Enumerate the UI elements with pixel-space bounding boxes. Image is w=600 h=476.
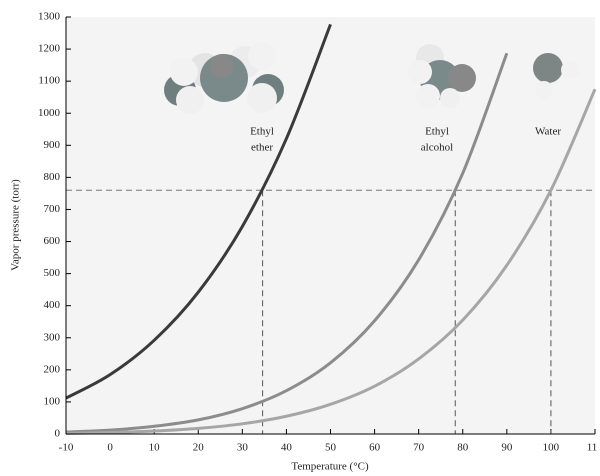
- y-tick-label: 400: [44, 299, 61, 311]
- x-tick-label: 60: [369, 442, 381, 454]
- y-tick-label: 1300: [38, 11, 61, 23]
- y-tick-label: 800: [44, 171, 61, 183]
- y-tick-label: 1200: [38, 43, 61, 55]
- curve-label: Ethyl: [425, 126, 449, 138]
- curve-label: ether: [251, 142, 273, 154]
- y-tick-label: 300: [44, 331, 61, 343]
- x-tick-label: 70: [413, 442, 425, 454]
- y-tick-label: 600: [44, 235, 61, 247]
- y-tick-label: 1100: [38, 75, 60, 87]
- y-tick-label: 900: [44, 139, 61, 151]
- y-tick-label: 200: [44, 363, 61, 375]
- x-tick-label: 40: [281, 442, 293, 454]
- x-axis-title: Temperature (°C): [291, 461, 369, 473]
- y-axis-title: Vapor pressure (torr): [10, 179, 22, 271]
- x-tick-label: 20: [193, 442, 205, 454]
- x-tick-label: 11: [587, 442, 598, 454]
- y-tick-label: 700: [44, 203, 61, 215]
- x-tick-label: 30: [237, 442, 249, 454]
- y-tick-label: 500: [44, 267, 61, 279]
- y-tick-label: 0: [55, 428, 61, 440]
- y-tick-label: 1000: [38, 107, 61, 119]
- x-tick-label: 80: [457, 442, 469, 454]
- x-tick-label: 100: [543, 442, 560, 454]
- plot-area: [66, 17, 595, 434]
- x-tick-label: 50: [325, 442, 337, 454]
- curve-label: Ethyl: [250, 126, 274, 138]
- chart: Temperature (°C) Vapor pressure (torr) 0…: [0, 0, 600, 476]
- x-tick-label: 0: [107, 442, 113, 454]
- x-tick-label: 90: [501, 442, 513, 454]
- x-tick-label: -10: [59, 442, 74, 454]
- curve-label: alcohol: [421, 142, 453, 154]
- y-tick-label: 100: [44, 395, 61, 407]
- curve-label: Water: [535, 126, 561, 138]
- x-tick-label: 10: [149, 442, 161, 454]
